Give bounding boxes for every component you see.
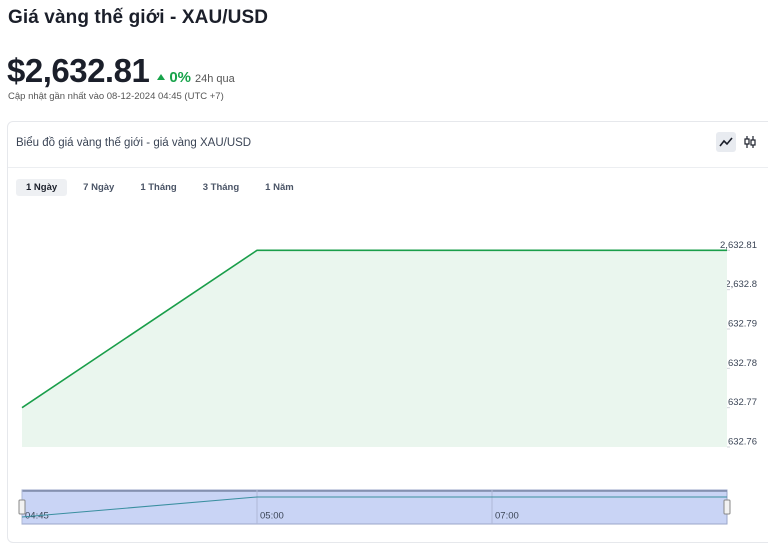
y-tick-label: 2,632.81 — [720, 240, 757, 251]
chart: 2,632.76 2,632.77 2,632.78 2,632.79 2,632.8 2… — [18, 240, 757, 525]
updated-time: Cập nhật gần nhất vào 08-12-2024 04:45 (… — [8, 91, 224, 102]
price: $2,632.81 — [7, 52, 150, 89]
change: 0% — [157, 69, 191, 86]
y-tick-label: 2,632.77 — [720, 397, 757, 408]
y-tick-label: 2,632.8 — [725, 279, 757, 290]
line — [21, 249, 727, 409]
range-tab[interactable]: 1 Năm — [265, 182, 294, 193]
chart-card: Biểu đồ giá vàng thế giới - giá vàng XAU… — [7, 121, 768, 543]
range-tabs: 1 Ngày 7 Ngày 1 Tháng 3 Tháng 1 Năm — [16, 179, 304, 196]
navigator-handle[interactable] — [723, 499, 731, 515]
x-tick-label: 05:00 — [260, 511, 284, 522]
separator — [8, 167, 768, 168]
candle-chart-button[interactable] — [740, 132, 760, 152]
up-arrow — [157, 74, 166, 80]
candle-icon — [744, 136, 756, 148]
y-tick-label: 2,632.78 — [720, 358, 757, 369]
chart-type-buttons — [716, 132, 760, 152]
navigator — [21, 489, 728, 525]
range-tab[interactable]: 1 Ngày — [16, 179, 68, 196]
navigator-line — [21, 496, 727, 518]
x-tick-label: 07:00 — [495, 511, 519, 522]
price-row: $2,632.81 0% 24h qua — [7, 52, 235, 90]
line-chart-button[interactable] — [716, 132, 736, 152]
area — [22, 250, 727, 447]
change-value: 0% — [169, 69, 191, 86]
range-tab[interactable]: 7 Ngày — [83, 182, 115, 193]
page: {"header": {"title": "Giá vàng thế giới … — [7, 7, 768, 543]
line-icon — [719, 137, 733, 147]
page-title: Giá vàng thế giới - XAU/USD — [8, 7, 269, 28]
range-tab[interactable]: 3 Tháng — [202, 182, 240, 193]
card-title: Biểu đồ giá vàng thế giới - giá vàng XAU… — [16, 137, 252, 149]
navigator-handle[interactable] — [18, 499, 26, 515]
change-period: 24h qua — [195, 73, 235, 85]
y-tick-label: 2,632.76 — [720, 437, 757, 448]
range-tab[interactable]: 1 Tháng — [140, 182, 177, 193]
y-tick-label: 2,632.79 — [720, 319, 757, 330]
